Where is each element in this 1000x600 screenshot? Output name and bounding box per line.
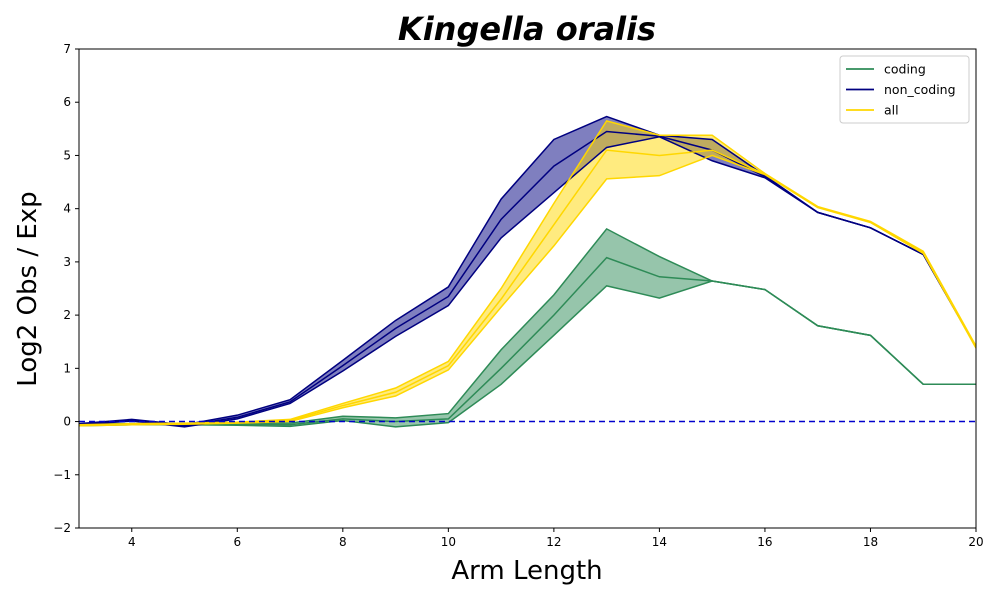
x-tick-label: 10 bbox=[441, 535, 456, 549]
x-tick-label: 6 bbox=[233, 535, 241, 549]
x-tick-label: 8 bbox=[339, 535, 347, 549]
x-tick-label: 16 bbox=[757, 535, 772, 549]
x-axis: 4 6 8 10 12 14 16 18 20 bbox=[128, 528, 984, 549]
x-axis-label: Arm Length bbox=[451, 556, 602, 586]
legend-box bbox=[839, 55, 970, 124]
y-tick-label: 2 bbox=[63, 308, 71, 322]
y-axis-label: Log2 Obs / Exp bbox=[13, 191, 43, 386]
y-tick-label: −1 bbox=[53, 468, 71, 482]
x-tick-label: 18 bbox=[863, 535, 878, 549]
x-tick-label: 14 bbox=[652, 535, 667, 549]
legend-label-non_coding: non_coding bbox=[884, 82, 956, 97]
band-non_coding bbox=[79, 116, 976, 427]
x-tick-label: 20 bbox=[968, 535, 983, 549]
plot-frame bbox=[78, 48, 977, 529]
line-non_coding bbox=[79, 130, 976, 427]
line-coding bbox=[79, 256, 976, 426]
x-tick-label: 12 bbox=[546, 535, 561, 549]
legend-label-coding: coding bbox=[884, 62, 926, 77]
chart-title: Kingella oralis bbox=[398, 10, 656, 48]
y-tick-label: 7 bbox=[63, 42, 71, 56]
y-tick-label: 0 bbox=[63, 415, 71, 429]
y-tick-label: 1 bbox=[63, 361, 71, 375]
y-tick-label: 4 bbox=[63, 202, 71, 216]
x-tick-label: 4 bbox=[128, 535, 136, 549]
y-tick-label: −2 bbox=[53, 521, 71, 535]
y-tick-label: 5 bbox=[63, 148, 71, 162]
plot-area bbox=[78, 48, 977, 529]
band-coding bbox=[79, 228, 976, 427]
y-tick-label: 3 bbox=[63, 255, 71, 269]
band-all bbox=[79, 120, 976, 426]
line-all bbox=[79, 149, 976, 427]
legend-label-all: all bbox=[884, 103, 899, 118]
y-tick-label: 6 bbox=[63, 95, 71, 109]
y-axis: −2 −1 0 1 2 3 4 5 6 7 bbox=[53, 42, 79, 535]
